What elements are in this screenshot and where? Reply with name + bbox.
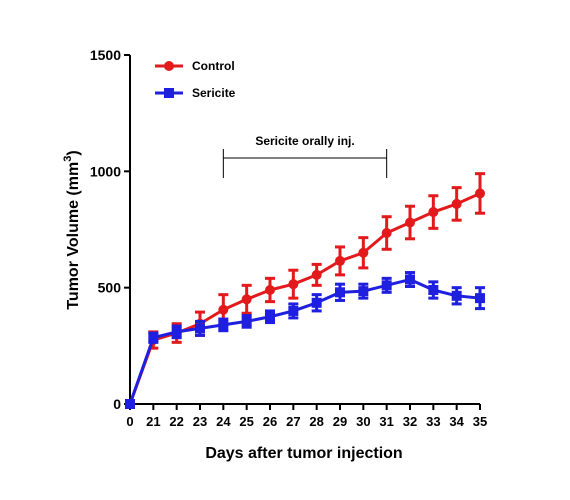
x-tick-label: 34 xyxy=(449,414,464,429)
data-point xyxy=(335,287,345,298)
data-point xyxy=(311,269,322,280)
data-point xyxy=(311,297,322,308)
x-tick-label: 33 xyxy=(426,414,440,429)
data-point xyxy=(428,207,439,218)
x-axis-title: Days after tumor injection xyxy=(205,445,402,462)
x-tick-label: 31 xyxy=(379,414,393,429)
series-sericite xyxy=(125,271,485,409)
y-tick-label: 1500 xyxy=(90,47,121,63)
y-axis-title-close: ) xyxy=(65,150,82,155)
data-point xyxy=(241,316,252,327)
data-point xyxy=(241,294,252,305)
x-tick-label: 22 xyxy=(169,414,183,429)
data-point xyxy=(218,319,229,330)
y-tick-label: 0 xyxy=(113,396,121,412)
y-tick-label: 1000 xyxy=(90,163,121,179)
x-tick-label: 28 xyxy=(309,414,323,429)
x-tick-label: 0 xyxy=(126,414,133,429)
legend-marker xyxy=(164,88,174,98)
x-tick-label: 29 xyxy=(333,414,347,429)
data-point xyxy=(405,217,415,228)
x-tick-label: 27 xyxy=(286,414,300,429)
data-point xyxy=(148,332,159,343)
data-point xyxy=(475,188,485,199)
legend-label: Control xyxy=(192,59,235,73)
annotation-bracket: Sericite orally inj. xyxy=(222,134,388,178)
data-point xyxy=(288,279,299,290)
data-point xyxy=(405,274,415,285)
data-point xyxy=(358,286,369,297)
series-line xyxy=(128,278,481,405)
x-tick-label: 32 xyxy=(403,414,417,429)
data-point xyxy=(265,311,275,322)
data-point xyxy=(451,290,462,301)
x-tick-label: 23 xyxy=(193,414,207,429)
data-point xyxy=(288,305,299,316)
data-point xyxy=(265,284,275,295)
data-point xyxy=(335,255,345,266)
y-axis-title: Tumor Volume (mm3) xyxy=(62,150,82,309)
y-tick-label: 500 xyxy=(98,280,122,296)
data-point xyxy=(428,284,439,295)
legend-marker xyxy=(164,61,174,71)
data-point xyxy=(125,399,135,409)
x-tick-label: 21 xyxy=(146,414,160,429)
axes: 0 500 1000 1500 0 21 22 23 24 25 26 27 28 29 30 31 32 33 3… xyxy=(90,47,487,429)
x-tick-label: 30 xyxy=(356,414,370,429)
legend: Control Sericite xyxy=(155,59,236,100)
data-point xyxy=(381,227,392,238)
series-line xyxy=(128,192,481,405)
data-point xyxy=(475,293,485,304)
data-point xyxy=(358,247,369,258)
data-point xyxy=(451,198,462,209)
data-point xyxy=(381,280,392,291)
x-tick-label: 26 xyxy=(263,414,277,429)
data-point xyxy=(195,323,205,334)
legend-label: Sericite xyxy=(192,86,236,100)
y-axis-title-superscript: 3 xyxy=(62,156,74,162)
y-axis-title-main: Tumor Volume (mm xyxy=(65,162,82,310)
x-tick-label: 35 xyxy=(473,414,487,429)
data-point xyxy=(218,304,229,315)
annotation-text: Sericite orally inj. xyxy=(255,134,354,148)
x-tick-label: 25 xyxy=(239,414,253,429)
data-point xyxy=(171,326,182,337)
series-layer xyxy=(125,172,485,409)
x-tick-label: 24 xyxy=(216,414,231,429)
